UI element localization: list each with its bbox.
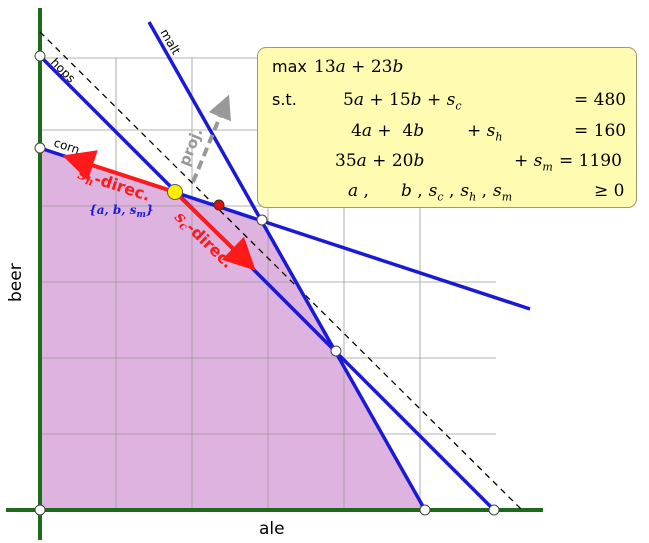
constraint-3-lhs: 35a + 20b (335, 151, 425, 171)
lp-nonnegativity: a ,b , sc , sh , sm ≥ 0 (258, 179, 636, 203)
hops-constraint-line (38, 54, 496, 512)
y-axis-label: beer (6, 263, 26, 302)
next-vertex (213, 199, 225, 211)
constraint-1-lhs: 5a + 15b + sc (343, 90, 462, 113)
vertex-malt-xaxis (419, 504, 431, 516)
vertex-origin (34, 504, 46, 516)
lp-constraint-2: 4a + 4b + sh = 160 (258, 119, 636, 143)
vertex-hops-xaxis (488, 504, 500, 516)
constraint-3-rhs: = 1190 (559, 151, 622, 171)
vertex-hops-malt (330, 345, 342, 357)
vertex-hops-intercept (34, 50, 46, 62)
vertices (34, 50, 500, 516)
current-vertex (167, 184, 183, 200)
constraint-1-rhs: = 480 (574, 90, 627, 110)
objective-expression: 13a + 23b (314, 57, 404, 77)
max-keyword: max (272, 57, 307, 76)
constraint-2-slack: + sh (467, 121, 503, 144)
sc-direction-arrow (173, 190, 256, 271)
constraint-3-slack: + sm (514, 151, 553, 174)
st-keyword: s.t. (272, 90, 297, 109)
projection-arrow (191, 94, 231, 183)
lp-formulation-box: max 13a + 23b s.t. 5a + 15b + sc = 480 4… (257, 47, 637, 208)
basis-set-label: {a, b, sm} (89, 203, 154, 220)
lp-constraint-3: 35a + 20b + sm = 1190 (258, 149, 636, 173)
sh-direction-arrow (62, 150, 176, 194)
objective-line (39, 31, 523, 511)
lp-objective-row: max 13a + 23b (258, 55, 636, 79)
constraint-2-lhs: 4a + 4b (351, 121, 425, 141)
nonnegativity-vars: a ,b , sc , sh , sm (348, 181, 513, 204)
x-axis-label: ale (259, 519, 285, 539)
malt-constraint-line (147, 21, 427, 511)
vertex-corn-hops (256, 214, 268, 226)
nonnegativity-rhs: ≥ 0 (594, 181, 625, 201)
feasible-region (40, 148, 425, 510)
constraint-2-rhs: = 160 (574, 121, 627, 141)
vertex-corn-intercept (34, 142, 46, 154)
lp-constraint-1: s.t. 5a + 15b + sc = 480 (258, 88, 636, 112)
